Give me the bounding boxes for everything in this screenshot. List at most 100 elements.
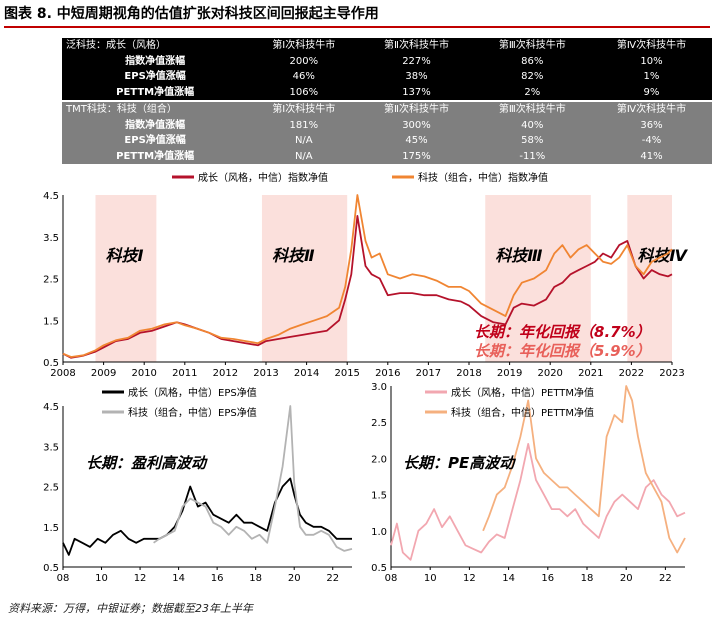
x-tick-label: 2019 [497,368,522,379]
table-row: EPS净值涨幅 46% 38% 82% 1% [62,69,712,85]
table-cell: 36% [590,117,712,133]
table-row: PETTM净值涨幅 106% 137% 2% 9% [62,84,712,100]
table-header-cell: 第Ⅰ次科技牛市 [248,38,360,54]
table-cell: 45% [359,133,474,149]
table-row: EPS净值涨幅 N/A 45% 58% -4% [62,133,712,149]
table-cell: 86% [473,53,591,69]
table-header-cell: 第Ⅳ次科技牛市 [590,38,712,54]
source-note: 资料来源：万得，中银证券；数据截至23年上半年 [8,602,253,615]
table-cell: 227% [359,53,474,69]
shaded-period [95,195,157,362]
y-tick-label: 4.5 [43,191,59,202]
x-tick-label: 08 [57,573,70,584]
table-cell: 41% [590,148,712,164]
x-tick-label: 2018 [456,368,481,379]
series-line [390,443,686,561]
y-tick-label: 2.5 [43,275,59,286]
y-tick-label: 3.5 [43,442,59,453]
x-tick-label: 2016 [375,368,400,379]
table-row: 指数净值涨幅 181% 300% 40% 36% [62,117,712,133]
table-header-cell: 第Ⅲ次科技牛市 [473,102,591,118]
x-tick-label: 2011 [172,368,197,379]
annotation-return: 长期：年化回报（5.9%） [474,342,651,360]
period-label: 科技Ⅲ [495,246,542,265]
y-tick-label: 2.0 [371,454,387,465]
table-cell: -11% [473,148,591,164]
table-cell: 137% [359,84,474,100]
table-cell: EPS净值涨幅 [62,69,249,85]
x-tick-label: 12 [134,573,147,584]
table-cell: N/A [248,148,360,164]
pe-chart: 0.5 1.0 1.5 2.0 2.5 3.0 08 10 12 14 16 18 20 22 成长（风格，… [371,382,686,584]
x-tick-label: 16 [541,573,554,584]
legend-entry: 成长（风格，中信）指数净值 [198,171,328,184]
y-tick-label: 1.0 [371,527,387,538]
x-tick-label: 08 [385,573,398,584]
table-cell: 300% [359,117,474,133]
x-tick-label: 10 [95,573,108,584]
table-cell: 175% [359,148,474,164]
table-header-cell: 泛科技：成长（风格） [62,38,249,54]
x-tick-label: 2012 [213,368,238,379]
series-line [62,477,352,556]
x-tick-label: 14 [172,573,185,584]
x-tick-label: 18 [249,573,262,584]
eps-annotation: 长期：盈利高波动 [86,454,208,472]
table-row: 指数净值涨幅 200% 227% 86% 10% [62,53,712,69]
table-cell: 9% [590,84,712,100]
pe-annotation: 长期：PE高波动 [403,454,516,472]
x-tick-label: 14 [502,573,515,584]
shaded-period [627,195,672,362]
y-tick-label: 1.5 [371,491,387,502]
x-tick-label: 12 [463,573,476,584]
table-cell: 指数净值涨幅 [62,53,249,69]
y-tick-label: 1.5 [43,316,59,327]
metrics-table: 泛科技：成长（风格） 第Ⅰ次科技牛市 第Ⅱ次科技牛市 第Ⅲ次科技牛市 第Ⅳ次科技… [62,38,712,164]
table-header-cell: 第Ⅲ次科技牛市 [473,38,591,54]
x-tick-label: 2014 [294,368,319,379]
table-header-row: 泛科技：成长（风格） 第Ⅰ次科技牛市 第Ⅱ次科技牛市 第Ⅲ次科技牛市 第Ⅳ次科技… [62,38,712,54]
x-tick-label: 10 [424,573,437,584]
table-cell: 46% [248,69,360,85]
table-cell: PETTM净值涨幅 [62,84,249,100]
annotation-return: 长期：年化回报（8.7%） [474,323,651,341]
period-label: 科技Ⅰ [105,246,143,265]
table-cell: 181% [248,117,360,133]
period-label: 科技Ⅱ [272,246,315,265]
table-header-cell: TMT科技：科技（组合） [62,102,249,118]
table-header-row: TMT科技：科技（组合） 第Ⅰ次科技牛市 第Ⅱ次科技牛市 第Ⅲ次科技牛市 第Ⅳ次… [62,102,712,118]
table-separator [62,100,712,102]
eps-chart: 0.5 1.5 2.5 3.5 4.5 08 10 12 14 16 18 20 22 成长（风格，中信）… [43,386,353,584]
table-cell: 106% [248,84,360,100]
x-tick-label: 2023 [659,368,684,379]
table-cell: 指数净值涨幅 [62,117,249,133]
table-cell: -4% [590,133,712,149]
legend-entry: 成长（风格，中信）PETTM净值 [451,386,594,399]
table-cell: PETTM净值涨幅 [62,148,249,164]
table-cell: 10% [590,53,712,69]
table-cell: 58% [473,133,591,149]
table-cell: 40% [473,117,591,133]
series-line [153,405,353,552]
table-cell: 200% [248,53,360,69]
y-tick-label: 0.5 [371,563,387,574]
x-tick-label: 2010 [131,368,156,379]
x-tick-label: 22 [659,573,672,584]
y-tick-label: 4.5 [43,402,59,413]
table-header-cell: 第Ⅱ次科技牛市 [359,38,474,54]
table-cell: 38% [359,69,474,85]
x-tick-label: 2009 [91,368,116,379]
figure-title: 图表 8. 中短周期视角的估值扩张对科技区间回报起主导作用 [4,4,710,28]
y-tick-label: 0.5 [43,358,59,369]
table-cell: EPS净值涨幅 [62,133,249,149]
x-tick-label: 20 [288,573,301,584]
legend-entry: 科技（组合，中信）EPS净值 [128,406,257,419]
x-tick-label: 22 [326,573,339,584]
legend-entry: 科技（组合，中信）PETTM净值 [451,406,594,419]
series-line [62,194,673,358]
table-cell: 2% [473,84,591,100]
table-header-cell: 第Ⅰ次科技牛市 [248,102,360,118]
y-tick-label: 3.0 [371,382,387,393]
x-tick-label: 2020 [537,368,562,379]
